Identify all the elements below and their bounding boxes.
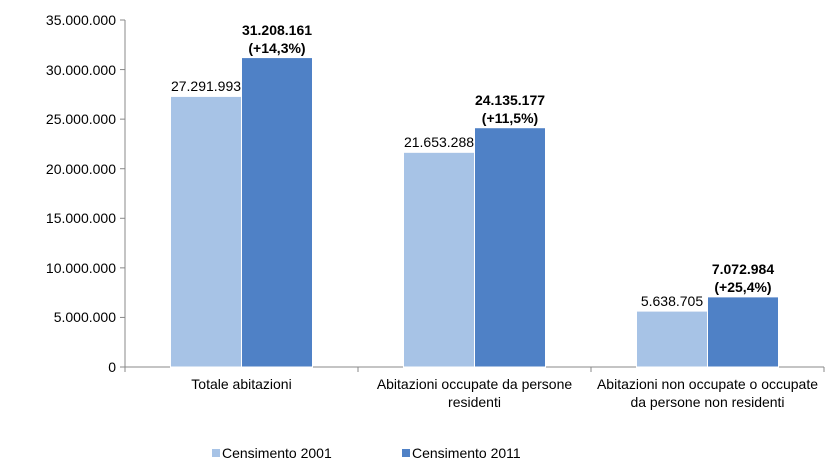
y-tick-label: 0 — [108, 359, 116, 375]
x-tick-label: Totale abitazioni — [191, 376, 292, 392]
bar — [170, 95, 242, 368]
y-tick-label: 30.000.000 — [45, 61, 116, 78]
legend-swatch — [212, 449, 220, 457]
y-tick-label: 10.000.000 — [45, 259, 116, 276]
y-tick-label: 15.000.000 — [45, 210, 116, 227]
data-label: 24.135.177 (+11,5%) — [474, 91, 546, 126]
x-tick-label: Abitazioni occupate da persone residenti — [376, 376, 573, 410]
y-tick-label: 20.000.000 — [45, 160, 116, 177]
bar — [707, 296, 779, 368]
y-tick-label: 35.000.000 — [45, 12, 116, 28]
bar — [241, 57, 313, 368]
legend-swatch — [402, 449, 410, 457]
data-label: 5.638.705 — [640, 293, 704, 310]
bar — [636, 310, 708, 368]
data-label: 31.208.161 (+14,3%) — [241, 21, 313, 56]
data-label: 27.291.993 — [170, 78, 242, 95]
data-label: 21.653.288 — [403, 134, 475, 151]
bar — [474, 127, 546, 368]
data-label: 7.072.984 (+25,4%) — [711, 260, 775, 295]
y-tick-label: 5.000.000 — [53, 309, 116, 326]
y-tick-label: 25.000.000 — [45, 111, 116, 128]
bar — [403, 151, 475, 368]
x-tick-label: Abitazioni non occupate o occupate da pe… — [596, 376, 819, 410]
legend-label: Censimento 2001 — [222, 445, 332, 461]
legend-label: Censimento 2011 — [412, 445, 521, 461]
